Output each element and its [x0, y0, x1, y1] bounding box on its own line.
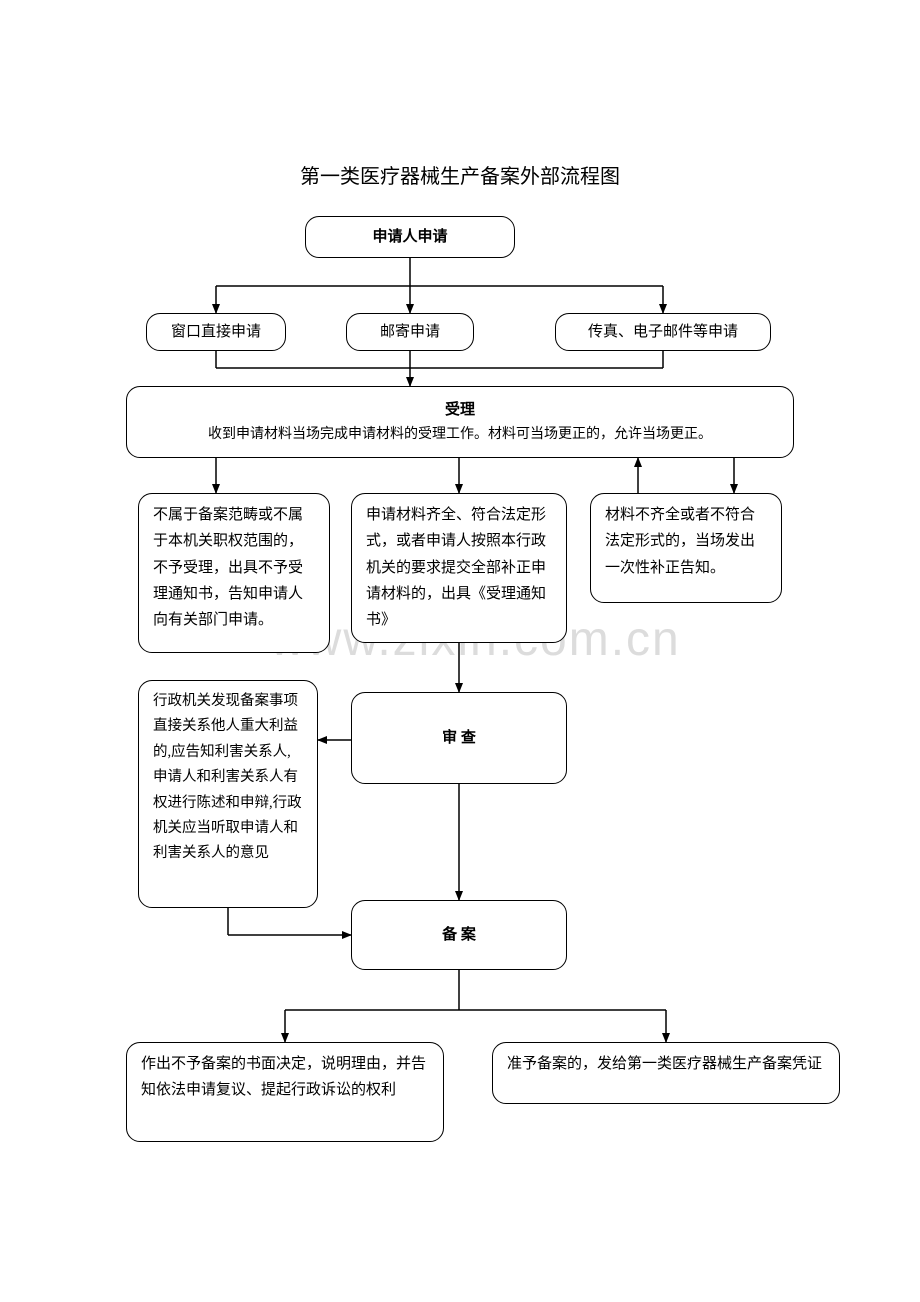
node-acceptance-body: 收到申请材料当场完成申请材料的受理工作。材料可当场更正的，允许当场更正。 — [147, 423, 773, 448]
node-deny-filing-label: 作出不予备案的书面决定，说明理由，并告知依法申请复议、提起行政诉讼的权利 — [141, 1051, 429, 1104]
node-stakeholder: 行政机关发现备案事项直接关系他人重大利益的,应告知利害关系人,申请人和利害关系人… — [138, 680, 318, 908]
node-acceptance-title: 受理 — [147, 397, 773, 423]
node-approve-filing-label: 准予备案的，发给第一类医疗器械生产备案凭证 — [507, 1051, 822, 1077]
node-window-apply-label: 窗口直接申请 — [171, 319, 261, 345]
node-fax-apply: 传真、电子邮件等申请 — [555, 313, 771, 351]
node-apply-label: 申请人申请 — [372, 224, 447, 250]
node-review: 审 查 — [351, 692, 567, 784]
node-deny-filing: 作出不予备案的书面决定，说明理由，并告知依法申请复议、提起行政诉讼的权利 — [126, 1042, 444, 1142]
node-stakeholder-label: 行政机关发现备案事项直接关系他人重大利益的,应告知利害关系人,申请人和利害关系人… — [153, 689, 303, 867]
node-complete: 申请材料齐全、符合法定形式，或者申请人按照本行政机关的要求提交全部补正申请材料的… — [351, 493, 567, 643]
node-reject-scope-label: 不属于备案范畴或不属于本机关职权范围的，不予受理，出具不予受理通知书，告知申请人… — [153, 502, 315, 633]
node-window-apply: 窗口直接申请 — [146, 313, 286, 351]
node-mail-apply: 邮寄申请 — [346, 313, 474, 351]
node-filing-label: 备 案 — [442, 922, 476, 948]
node-approve-filing: 准予备案的，发给第一类医疗器械生产备案凭证 — [492, 1042, 840, 1104]
node-apply: 申请人申请 — [305, 216, 515, 258]
node-mail-apply-label: 邮寄申请 — [380, 319, 440, 345]
node-incomplete-label: 材料不齐全或者不符合法定形式的，当场发出一次性补正告知。 — [605, 502, 767, 581]
node-filing: 备 案 — [351, 900, 567, 970]
page-title: 第一类医疗器械生产备案外部流程图 — [0, 160, 920, 189]
node-fax-apply-label: 传真、电子邮件等申请 — [588, 319, 738, 345]
node-incomplete: 材料不齐全或者不符合法定形式的，当场发出一次性补正告知。 — [590, 493, 782, 603]
node-review-label: 审 查 — [442, 725, 476, 751]
node-complete-label: 申请材料齐全、符合法定形式，或者申请人按照本行政机关的要求提交全部补正申请材料的… — [366, 502, 552, 633]
node-acceptance: 受理 收到申请材料当场完成申请材料的受理工作。材料可当场更正的，允许当场更正。 — [126, 386, 794, 458]
node-reject-scope: 不属于备案范畴或不属于本机关职权范围的，不予受理，出具不予受理通知书，告知申请人… — [138, 493, 330, 653]
